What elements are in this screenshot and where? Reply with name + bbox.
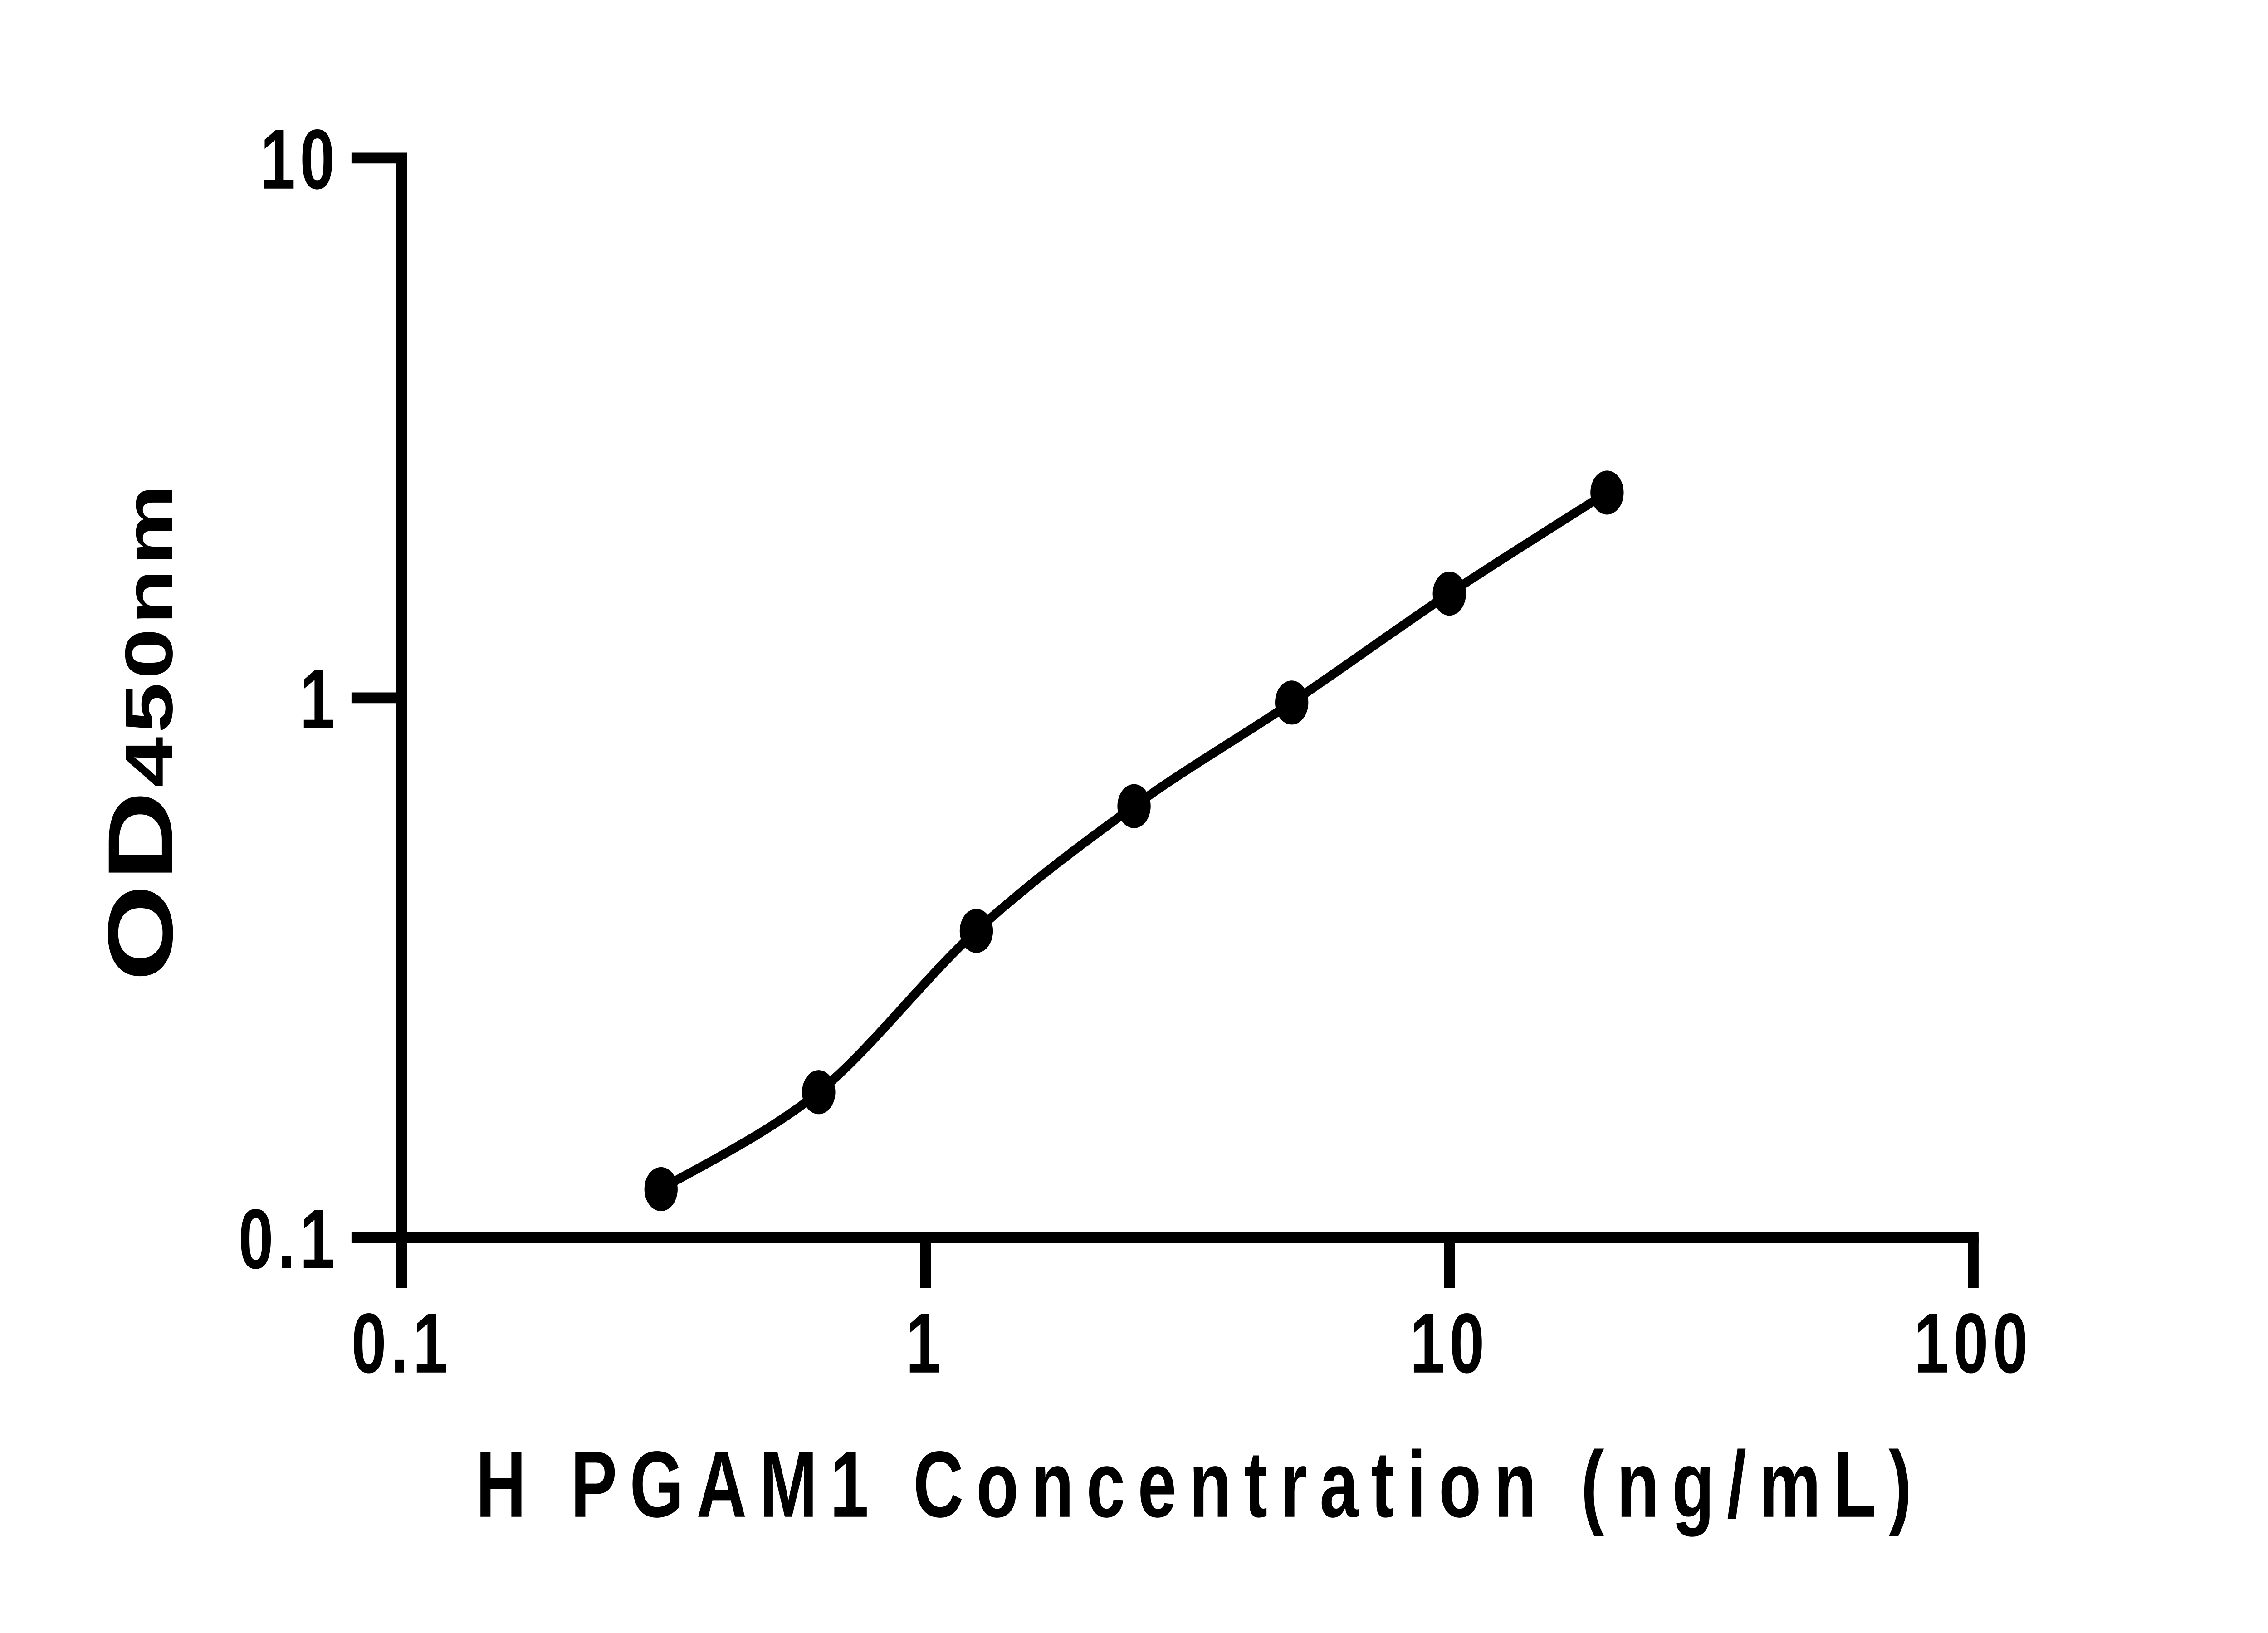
data-point-marker xyxy=(959,909,993,953)
axes xyxy=(396,152,1979,1243)
y-axis-title-subscript: 450nm xyxy=(112,481,187,787)
x-axis-title: H PGAM1 Concentration (ng/mL) xyxy=(476,1432,1924,1537)
data-point-marker xyxy=(1275,680,1309,725)
y-axis-title: OD450nm xyxy=(89,481,192,981)
x-tick-label: 1 xyxy=(906,1296,945,1390)
data-point-marker xyxy=(1432,572,1466,616)
y-axis-title-main: OD xyxy=(89,787,192,981)
tick-labels: 0.1 1 10 100 0.1 1 10 xyxy=(239,112,2032,1390)
x-tick-label: 100 xyxy=(1914,1296,2032,1390)
y-tick-label: 10 xyxy=(260,112,339,206)
data-points xyxy=(644,470,1624,1212)
data-point-marker xyxy=(644,1167,678,1212)
data-point-marker xyxy=(802,1070,836,1115)
x-tick-label: 10 xyxy=(1410,1296,1489,1390)
axis-titles: H PGAM1 Concentration (ng/mL) OD450nm xyxy=(89,481,1924,1537)
data-point-marker xyxy=(1117,784,1151,828)
y-tick-label: 1 xyxy=(300,652,339,747)
axis-ticks xyxy=(351,152,1979,1288)
data-point-marker xyxy=(1590,470,1624,515)
y-tick-label: 0.1 xyxy=(239,1192,340,1286)
x-tick-label: 0.1 xyxy=(352,1296,453,1390)
